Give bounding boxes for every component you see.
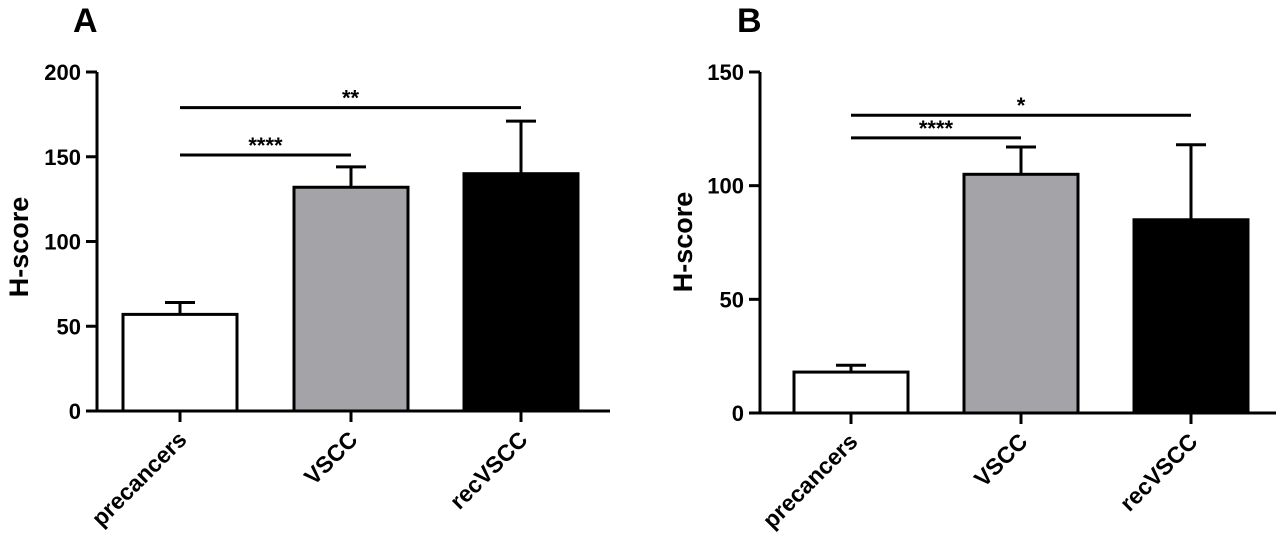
y-tick-label: 150 — [707, 60, 744, 85]
x-tick-label-recvscc: recVSCC — [445, 426, 533, 514]
y-tick-label: 100 — [44, 230, 81, 255]
y-tick-label: 0 — [732, 401, 744, 426]
y-tick-label: 200 — [44, 60, 81, 85]
bar-vscc — [962, 172, 1080, 415]
y-tick-label: 50 — [720, 287, 744, 312]
y-tick-label: 50 — [57, 314, 81, 339]
significance-label-1: **** — [248, 133, 283, 158]
y-tick-label: 150 — [44, 145, 81, 170]
x-tick-label-precancers: precancers — [757, 428, 862, 533]
significance-label-1: **** — [919, 116, 954, 141]
panel-label: B — [737, 2, 762, 40]
x-tick-label-precancers: precancers — [86, 426, 191, 531]
bar-precancers — [121, 312, 239, 413]
bar-vscc — [292, 185, 410, 413]
x-tick-label-vscc: VSCC — [969, 428, 1033, 492]
y-tick-label: 0 — [69, 399, 81, 424]
significance-label-2: ** — [342, 86, 360, 111]
bar-recvscc — [1132, 218, 1250, 415]
panel-label: A — [73, 2, 98, 40]
x-tick-label-vscc: VSCC — [299, 426, 363, 490]
y-axis-title: H-score — [4, 197, 34, 298]
bar-precancers — [792, 370, 910, 415]
bar-recvscc — [462, 172, 580, 413]
panel-a: A H-score 0 50 100 150 200 precancers VSCC recVSC… — [4, 2, 610, 531]
significance-label-2: * — [1017, 93, 1026, 118]
x-tick-label-recvscc: recVSCC — [1115, 428, 1203, 516]
y-axis-title: H-score — [668, 192, 698, 293]
y-tick-label: 100 — [707, 174, 744, 199]
